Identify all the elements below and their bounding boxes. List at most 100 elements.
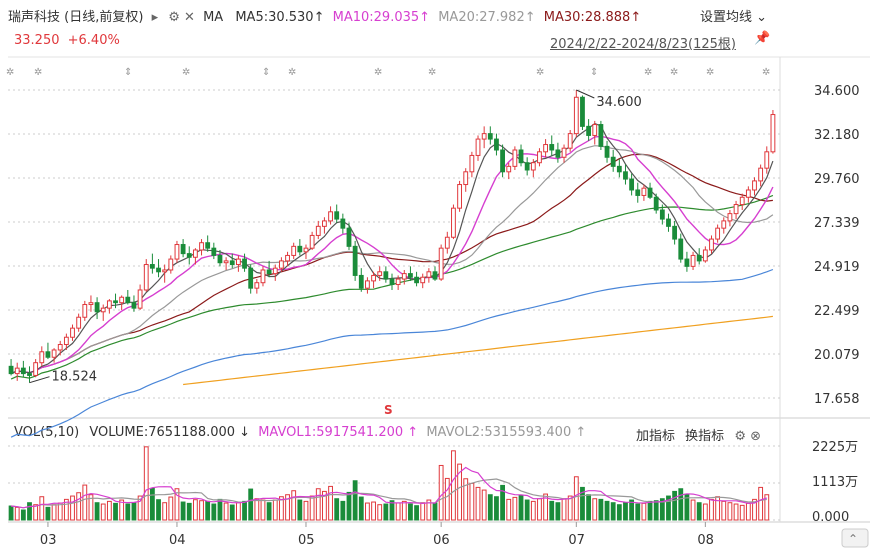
volume-bar[interactable] [57,502,63,521]
volume-bar[interactable] [500,484,505,521]
volume-bar[interactable] [315,488,321,521]
volume-bar[interactable] [371,501,376,521]
candle-body[interactable] [629,178,635,191]
candle-body[interactable] [205,242,211,249]
volume-bar[interactable] [457,463,462,521]
candle-body[interactable] [131,302,137,309]
candle-body[interactable] [297,245,303,253]
volume-bar[interactable] [63,498,69,521]
volume-bar[interactable] [598,498,604,521]
volume-bar[interactable] [475,486,481,521]
candle-body[interactable] [143,264,149,291]
volume-bar[interactable] [709,498,714,521]
candle-body[interactable] [113,300,118,304]
candle-body[interactable] [727,213,733,222]
event-marker-icon[interactable]: ✲ [644,67,652,78]
candle-body[interactable] [537,151,542,164]
volume-bar[interactable] [291,490,297,521]
volume-bar[interactable] [70,495,75,521]
volume-bar[interactable] [358,496,364,521]
candle-body[interactable] [346,227,352,247]
candle-body[interactable] [451,207,456,238]
volume-bar[interactable] [14,506,20,521]
candle-body[interactable] [500,149,505,173]
candle-body[interactable] [125,296,131,304]
volume-bar[interactable] [365,502,370,521]
volume-bar[interactable] [721,500,727,521]
candle-body[interactable] [647,187,653,198]
candle-body[interactable] [315,225,321,236]
volume-bar[interactable] [192,499,198,521]
volume-bar[interactable] [469,482,475,521]
candle-body[interactable] [580,96,585,127]
volume-bar[interactable] [199,500,204,521]
volume-bar[interactable] [592,498,598,521]
volume-bar[interactable] [561,498,567,521]
candle-body[interactable] [586,125,592,136]
volume-bar[interactable] [745,502,751,521]
volume-bar[interactable] [168,496,174,521]
volume-bar[interactable] [764,494,770,521]
candle-body[interactable] [352,245,358,276]
volume-bar[interactable] [88,494,94,521]
volume-bar[interactable] [352,480,358,521]
volume-bar[interactable] [51,504,57,521]
candle-body[interactable] [635,189,641,196]
candle-body[interactable] [666,218,671,227]
volume-bar[interactable] [377,504,383,521]
candle-body[interactable] [549,144,555,151]
event-marker-icon[interactable]: ✲ [374,67,382,78]
volume-bar[interactable] [45,506,51,521]
volume-bar[interactable] [395,502,401,521]
volume-bar[interactable] [733,503,739,521]
candle-body[interactable] [340,218,346,229]
volume-bar[interactable] [408,503,413,521]
volume-bar[interactable] [180,501,186,521]
volume-bar[interactable] [653,500,659,521]
volume-bar[interactable] [518,494,524,521]
switch-indicator-button[interactable]: 换指标 [685,429,725,444]
volume-bar[interactable] [629,499,635,521]
volume-bar[interactable] [678,488,684,521]
volume-bar[interactable] [586,494,592,521]
candle-body[interactable] [438,247,444,280]
volume-bar[interactable] [389,500,395,521]
candle-body[interactable] [678,238,684,260]
candle-body[interactable] [180,244,186,255]
candle-body[interactable] [383,271,389,280]
volume-bar[interactable] [174,488,180,521]
candle-body[interactable] [684,258,690,267]
candle-body[interactable] [395,278,401,286]
candle-body[interactable] [739,196,745,206]
event-marker-icon[interactable]: ✲ [428,67,436,78]
volume-bar[interactable] [346,491,352,521]
candle-body[interactable] [149,264,155,269]
candle-body[interactable] [401,273,407,280]
volume-bar[interactable] [512,496,518,521]
candle-body[interactable] [469,154,475,173]
volume-bar[interactable] [39,496,45,521]
volume-bar[interactable] [100,503,106,521]
candle-body[interactable] [733,204,739,215]
add-indicator-button[interactable]: 加指标 [636,429,676,444]
volume-bar[interactable] [328,485,333,521]
volume-bar[interactable] [340,500,346,521]
event-marker-icon[interactable]: ⇕ [590,67,598,78]
candle-body[interactable] [20,367,26,375]
candle-body[interactable] [389,278,395,286]
volume-bar[interactable] [604,500,610,521]
candle-body[interactable] [260,269,266,284]
candle-body[interactable] [309,234,315,249]
volume-bar[interactable] [690,499,696,521]
volume-bar[interactable] [641,502,647,521]
candle-body[interactable] [672,225,678,240]
candle-body[interactable] [272,267,278,275]
volume-bar[interactable] [33,504,39,521]
candle-body[interactable] [162,269,168,273]
candle-body[interactable] [426,271,432,278]
volume-bar[interactable] [580,486,585,521]
candle-body[interactable] [137,289,143,309]
volume-bar[interactable] [272,499,278,521]
volume-bar[interactable] [309,495,315,521]
candle-body[interactable] [266,269,272,275]
